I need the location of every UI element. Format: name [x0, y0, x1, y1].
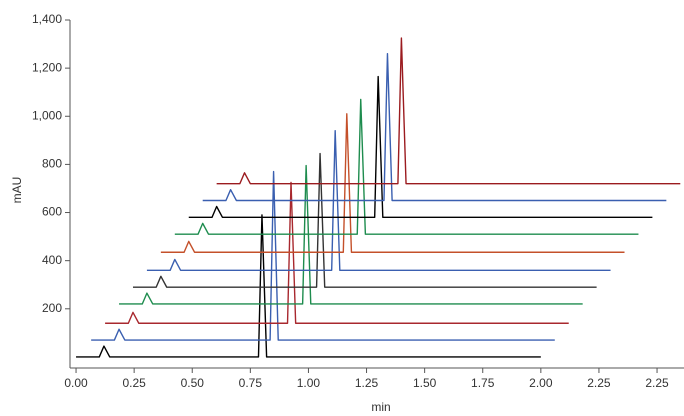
trace	[76, 214, 541, 358]
trace	[91, 170, 555, 341]
trace	[160, 113, 625, 253]
x-tick-label: 0.50	[181, 376, 205, 390]
y-tick-label: 1,400	[32, 12, 62, 26]
x-axis-label: min	[371, 400, 390, 414]
x-tick-label: 2.25	[645, 376, 669, 390]
y-tick-label: 1,200	[32, 60, 62, 74]
x-tick-label: 2.25	[587, 376, 611, 390]
trace	[188, 75, 653, 219]
y-tick-label: 600	[42, 205, 62, 219]
y-tick-label: 200	[42, 301, 62, 315]
x-tick-label: 2.00	[529, 376, 553, 390]
trace	[119, 164, 583, 305]
x-tick-label: 1.25	[355, 376, 379, 390]
x-tick-label: 1.50	[413, 376, 437, 390]
x-tick-label: 1.75	[471, 376, 495, 390]
trace	[202, 52, 667, 202]
y-tick-label: 1,000	[32, 108, 62, 122]
y-tick-label: 800	[42, 157, 62, 171]
x-tick-label: 1.00	[297, 376, 321, 390]
trace	[174, 98, 639, 235]
y-axis-label: mAU	[10, 177, 24, 204]
trace	[146, 130, 611, 271]
trace	[105, 181, 569, 324]
x-tick-label: 0.75	[239, 376, 263, 390]
x-tick-label: 0.25	[122, 376, 146, 390]
x-tick-label: 0.00	[64, 376, 88, 390]
trace	[216, 37, 681, 185]
y-tick-label: 400	[42, 253, 62, 267]
trace	[132, 152, 597, 288]
